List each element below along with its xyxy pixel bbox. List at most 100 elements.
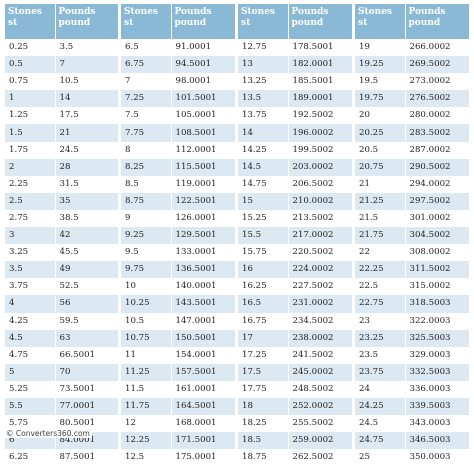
stones-cell: 18.5 [238, 432, 289, 450]
pounds-cell: 199.5002 [288, 141, 353, 159]
stones-cell: 21.5 [355, 209, 406, 228]
stones-cell: 22 [355, 244, 406, 262]
table-row: 9 126.0001 [121, 209, 236, 228]
stones-cell: 24.25 [355, 397, 406, 416]
pounds-cell: 332.5003 [405, 363, 470, 381]
pounds-cell: 38.5 [55, 209, 119, 228]
stones-cell: 21.75 [355, 227, 406, 245]
table-row: 18.75 262.5002 [238, 449, 353, 466]
stones-cell: 20 [355, 107, 406, 125]
stones-cell: 21.25 [355, 192, 406, 210]
stones-cell: 11.5 [121, 380, 172, 398]
pounds-cell: 280.0002 [405, 107, 470, 125]
pounds-cell: 231.0002 [288, 295, 353, 313]
stones-cell: 16.25 [238, 278, 289, 296]
stones-cell: 21 [355, 175, 406, 193]
stones-cell: 6.5 [121, 39, 172, 57]
stones-cell: 9.5 [121, 244, 172, 262]
pounds-cell: 101.5001 [171, 90, 236, 108]
table-row: 24.25 339.5003 [355, 397, 470, 416]
stones-cell: 5.25 [5, 380, 56, 398]
stones-column-header: Stones st [121, 4, 172, 39]
stones-cell: 24 [355, 380, 406, 398]
table-row: 5.75 80.5001 [5, 415, 119, 433]
table-row: 10 140.0001 [121, 278, 236, 296]
stones-cell: 9.25 [121, 227, 172, 245]
stones-cell: 15.5 [238, 227, 289, 245]
pounds-cell: 3.5 [55, 39, 119, 57]
stones-cell: 10.5 [121, 312, 172, 330]
pounds-cell: 87.5001 [55, 449, 119, 466]
pounds-cell: 52.5 [55, 278, 119, 296]
conversion-table-4: Stones st Pounds pound 19 266.0002 19.25 269.… [355, 4, 470, 466]
table-row: 4.75 66.5001 [5, 346, 119, 364]
pounds-cell: 203.0002 [288, 158, 353, 176]
pounds-cell: 56 [55, 295, 119, 313]
conversion-tables: Stones st Pounds pound 0.25 3.5 0.5 7 0.75 10.5… [0, 4, 474, 466]
stones-column-header: Stones st [238, 4, 289, 39]
table-row: 11.5 161.0001 [121, 380, 236, 398]
pounds-column-header: Pounds pound [288, 4, 353, 39]
table-header-row: Stones st Pounds pound [355, 4, 470, 39]
stones-cell: 6.75 [121, 56, 172, 74]
pounds-cell: 115.5001 [171, 158, 236, 176]
table-row: 17.75 248.5002 [238, 380, 353, 398]
table-row: 21.5 301.0002 [355, 209, 470, 228]
table-row: 19 266.0002 [355, 39, 470, 57]
table-row: 8.75 122.5001 [121, 192, 236, 210]
pounds-cell: 126.0001 [171, 209, 236, 228]
stones-cell: 23.25 [355, 329, 406, 347]
stones-cell: 18.25 [238, 415, 289, 433]
pounds-cell: 266.0002 [405, 39, 470, 57]
stones-cell: 7.25 [121, 90, 172, 108]
stones-cell: 20.75 [355, 158, 406, 176]
table-row: 6.5 91.0001 [121, 39, 236, 57]
table-row: 6.25 87.5001 [5, 449, 119, 466]
stones-column-header: Stones st [5, 4, 56, 39]
stones-cell: 18.75 [238, 449, 289, 466]
table-row: 12.5 175.0001 [121, 449, 236, 466]
table-row: 23.75 332.5003 [355, 363, 470, 381]
pounds-cell: 171.5001 [171, 432, 236, 450]
pounds-cell: 287.0002 [405, 141, 470, 159]
stones-cell: 4.75 [5, 346, 56, 364]
pounds-cell: 297.5002 [405, 192, 470, 210]
pounds-cell: 311.5002 [405, 261, 470, 279]
table-row: 8 112.0001 [121, 141, 236, 159]
table-body: 19 266.0002 19.25 269.5002 19.5 273.0002 19.75… [355, 39, 470, 466]
pounds-cell: 112.0001 [171, 141, 236, 159]
table-row: 2.75 38.5 [5, 209, 119, 228]
pounds-cell: 227.5002 [288, 278, 353, 296]
table-row: 20.5 287.0002 [355, 141, 470, 159]
table-row: 12.25 171.5001 [121, 432, 236, 450]
stones-cell: 1.5 [5, 124, 56, 142]
pounds-cell: 31.5 [55, 175, 119, 193]
pounds-column-header: Pounds pound [405, 4, 470, 39]
table-row: 4.25 59.5 [5, 312, 119, 330]
stones-cell: 10 [121, 278, 172, 296]
stones-cell: 17.5 [238, 363, 289, 381]
stones-cell: 22.25 [355, 261, 406, 279]
stones-cell: 11.75 [121, 397, 172, 416]
pounds-cell: 133.0001 [171, 244, 236, 262]
stones-cell: 7.75 [121, 124, 172, 142]
table-row: 7.5 105.0001 [121, 107, 236, 125]
stones-cell: 19.75 [355, 90, 406, 108]
table-body: 6.5 91.0001 6.75 94.5001 7 98.0001 7.25 101.500… [121, 39, 236, 466]
table-row: 25 350.0003 [355, 449, 470, 466]
table-row: 10.5 147.0001 [121, 312, 236, 330]
pounds-cell: 213.5002 [288, 209, 353, 228]
table-row: 17 238.0002 [238, 329, 353, 347]
table-header-row: Stones st Pounds pound [121, 4, 236, 39]
pounds-cell: 206.5002 [288, 175, 353, 193]
table-row: 18.5 259.0002 [238, 432, 353, 450]
pounds-cell: 255.5002 [288, 415, 353, 433]
table-row: 24.75 346.5003 [355, 432, 470, 450]
table-row: 16 224.0002 [238, 261, 353, 279]
stones-cell: 19 [355, 39, 406, 57]
stones-cell: 9 [121, 209, 172, 228]
table-row: 1 14 [5, 90, 119, 108]
pounds-cell: 24.5 [55, 141, 119, 159]
table-header-row: Stones st Pounds pound [5, 4, 119, 39]
pounds-cell: 343.0003 [405, 415, 470, 433]
